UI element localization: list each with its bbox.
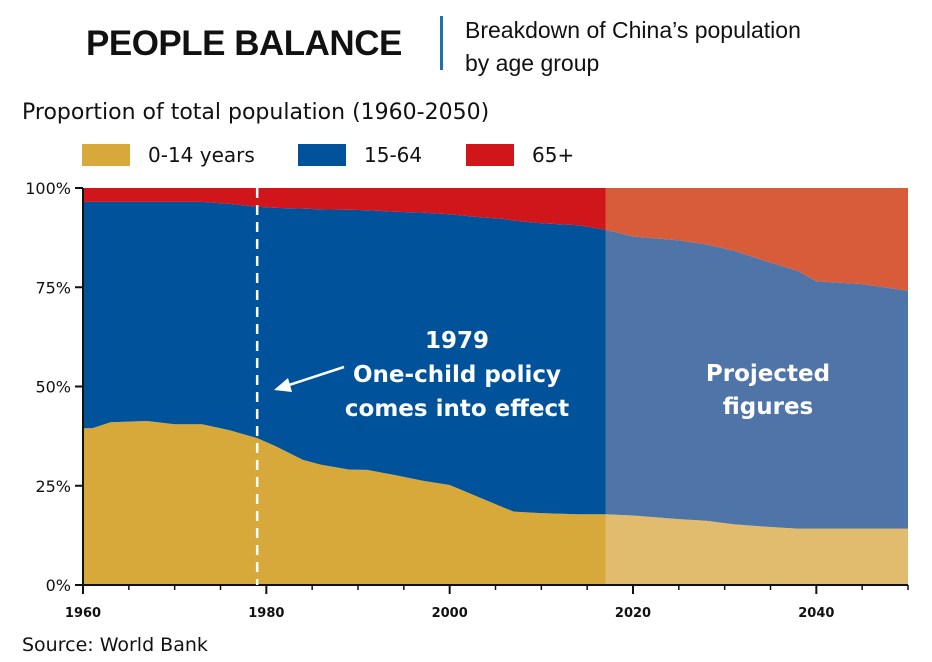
y-tick-label: 75% [35,278,71,297]
projected-annotation-line-1: Projected [706,361,830,387]
chart-title: PEOPLE BALANCE [86,24,402,63]
area-series-0-14 [83,421,606,585]
source-note: Source: World Bank [22,634,208,656]
legend-swatch-0-14 [82,144,130,166]
y-tick-label: 50% [35,378,71,397]
legend-label-0-14: 0-14 years [148,143,255,167]
area-series-15-64 [83,201,606,515]
policy-arrow-head [274,378,292,392]
policy-annotation-year: 1979 [425,328,489,354]
subtitle-line-2: by age group [465,50,600,76]
x-tick-label: 2040 [798,606,834,621]
x-tick-label: 2000 [432,606,468,621]
area-series-65-plus [83,188,606,230]
y-tick-label: 0% [46,576,71,595]
legend-label-15-64: 15-64 [364,143,423,167]
legend: 0-14 years 15-64 65+ [82,143,642,169]
x-tick-label: 1960 [65,606,101,621]
subtitle-line-1: Breakdown of China’s population [465,17,801,43]
chart-heading: Proportion of total population (1960-205… [22,100,490,125]
area-series-15-64-projected [605,229,908,529]
policy-annotation-line-3: comes into effect [345,396,569,422]
y-tick-label: 25% [35,477,71,496]
legend-label-65-plus: 65+ [532,143,575,167]
policy-arrow-shaft [285,365,345,388]
area-series-65-plus-projected [605,188,908,291]
x-tick-label: 2020 [615,606,651,621]
projected-annotation-line-2: figures [723,394,814,420]
chart-subtitle: Breakdown of China’s population by age g… [465,14,865,80]
legend-swatch-15-64 [298,144,346,166]
y-tick-label: 100% [25,179,71,198]
area-series-0-14-projected [605,514,908,585]
legend-swatch-65-plus [466,144,514,166]
policy-annotation-line-2: One-child policy [353,362,561,388]
title-divider [440,16,443,70]
x-tick-label: 1980 [248,606,284,621]
